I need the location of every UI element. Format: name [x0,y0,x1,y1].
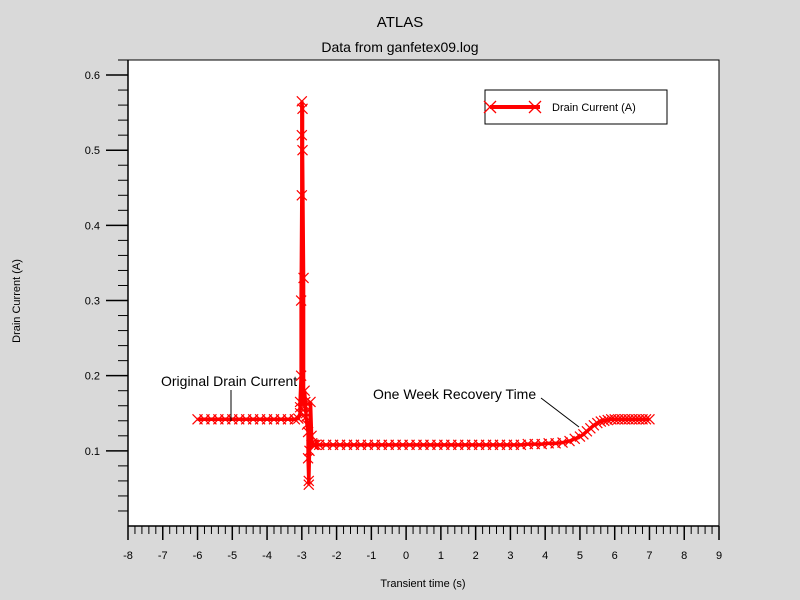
x-tick-label: -5 [227,550,237,562]
data-point-marker [297,103,308,115]
data-point-marker [640,413,652,425]
y-axis: 0.1 0.2 0.3 0.4 0.5 0.6 [85,59,128,512]
legend-label: Drain Current (A) [552,102,636,114]
annotation-original-text: Original Drain Current [161,373,297,389]
x-tick-label: 2 [473,550,479,562]
data-point-marker [298,272,309,284]
data-point-marker [308,439,320,451]
x-tick-label: -8 [123,550,133,562]
y-tick-label: 0.3 [85,296,100,308]
x-tick-label: 0 [403,550,409,562]
x-axis: -8 -7 -6 -5 -4 -3 -2 -1 0 1 2 3 4 5 6 7 8 9 [123,526,722,562]
x-tick-label: 3 [507,550,513,562]
x-tick-label: -3 [297,550,307,562]
annotation-recovery-text: One Week Recovery Time [373,386,536,402]
data-point-marker [588,419,600,431]
data-point-marker [299,385,311,397]
x-tick-label: 7 [646,550,652,562]
x-tick-label: -1 [366,550,376,562]
y-tick-label: 0.1 [85,446,100,458]
legend-marker-right [528,100,542,114]
x-axis-label: Transient time (s) [380,578,465,590]
y-axis-label: Drain Current (A) [11,259,23,343]
x-tick-label: -6 [193,550,203,562]
data-point-marker [574,431,586,442]
data-point-marker [303,475,315,487]
y-tick-label: 0.5 [85,145,100,157]
data-point-marker [303,479,315,491]
data-point-marker [297,144,308,156]
data-point-marker [299,396,311,408]
data-point-marker [295,295,307,306]
plot-area [127,59,720,527]
data-point-marker [557,437,568,448]
data-point-marker [295,370,307,382]
x-tick-label: -7 [158,550,168,562]
data-point-marker [305,396,316,408]
annotation-recovery-pointer [540,397,580,428]
legend: Drain Current (A) [483,89,668,125]
x-tick-label: 8 [681,550,687,562]
data-point-marker [300,407,312,419]
data-point-marker [644,413,655,425]
x-tick-label: 5 [577,550,583,562]
data-point-marker [298,400,309,412]
x-tick-label: 1 [438,550,444,562]
x-tick-label: -4 [262,550,272,562]
data-point-marker [310,439,322,451]
annotation-recovery: One Week Recovery Time [373,386,580,428]
data-point-marker [598,415,610,427]
chart-title: ATLAS [377,14,423,31]
annotation-original: Original Drain Current [161,373,297,421]
y-tick-label: 0.4 [85,220,100,232]
x-tick-label: 6 [612,550,618,562]
data-point-marker [595,416,607,427]
legend-marker-left [483,100,497,114]
y-tick-label: 0.6 [85,70,100,82]
data-point-marker [591,417,603,429]
data-point-marker [296,189,308,201]
y-tick-label: 0.2 [85,371,100,383]
x-tick-label: 4 [542,550,548,562]
data-point-marker [296,129,308,141]
x-tick-label: -2 [332,550,342,562]
x-tick-label: 9 [716,550,722,562]
series-drain-current [192,95,655,491]
chart-subtitle: Data from ganfetex09.log [321,39,478,55]
